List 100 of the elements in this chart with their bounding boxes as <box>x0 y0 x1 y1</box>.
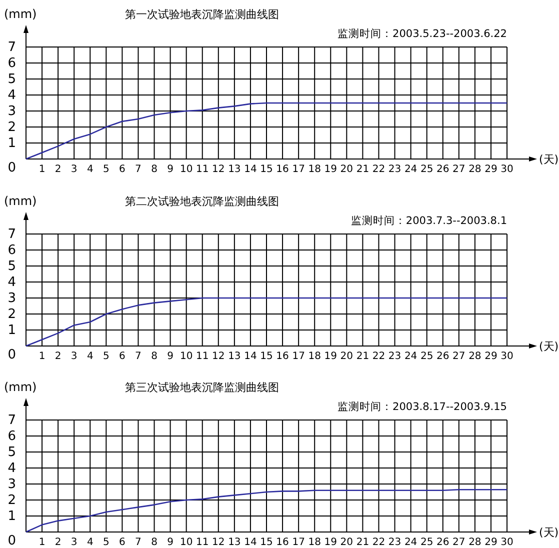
x-tick-label: 10 <box>180 537 193 548</box>
y-tick-label: 7 <box>8 413 16 428</box>
x-tick-label: 17 <box>292 164 305 176</box>
y-tick-label: 1 <box>8 509 16 524</box>
x-tick-label: 4 <box>86 351 94 362</box>
y-tick-label: 0 <box>8 160 16 176</box>
y-tick-label: 3 <box>8 104 16 120</box>
x-tick-label: 23 <box>388 537 402 548</box>
x-tick-label: 21 <box>356 537 370 548</box>
x-tick-label: 25 <box>420 164 434 176</box>
x-tick-label: 21 <box>356 164 370 176</box>
y-tick-label: 1 <box>8 136 16 152</box>
y-tick-label: 4 <box>8 88 16 104</box>
x-tick-label: 24 <box>404 164 418 176</box>
x-tick-label: 22 <box>372 164 386 176</box>
x-tick-label: 14 <box>244 351 257 362</box>
x-tick-label: 19 <box>324 537 337 548</box>
x-tick-label: 7 <box>135 164 142 176</box>
x-tick-label: 5 <box>102 164 110 176</box>
x-tick-label: 11 <box>196 351 209 362</box>
x-tick-label: 17 <box>292 537 305 548</box>
x-tick-label: 28 <box>468 351 482 362</box>
y-tick-label: 0 <box>8 347 16 362</box>
y-tick-label: 6 <box>8 243 16 258</box>
x-tick-label: 15 <box>260 351 273 362</box>
x-tick-label: 3 <box>70 537 78 548</box>
x-tick-label: 22 <box>372 351 386 362</box>
x-tick-label: 9 <box>167 537 174 548</box>
y-tick-label: 5 <box>8 259 16 274</box>
y-tick-label: 2 <box>8 493 16 508</box>
x-tick-label: 8 <box>151 164 158 176</box>
x-tick-label: 25 <box>420 351 434 362</box>
x-tick-label: 1 <box>38 537 46 548</box>
x-tick-label: 5 <box>102 351 110 362</box>
x-tick-label: 18 <box>308 164 321 176</box>
y-tick-label: 4 <box>8 461 16 476</box>
x-tick-label: 24 <box>404 351 418 362</box>
x-tick-label: 20 <box>340 537 354 548</box>
y-tick-label: 5 <box>8 445 16 460</box>
x-tick-label: 13 <box>228 537 241 548</box>
x-tick-label: 12 <box>212 537 225 548</box>
y-tick-label: 3 <box>8 291 16 306</box>
x-tick-label: 13 <box>228 351 241 362</box>
x-tick-label: 26 <box>436 164 450 176</box>
chart-subtitle: 监测时间：2003.8.17--2003.9.15 <box>338 400 507 413</box>
x-tick-label: 21 <box>356 351 370 362</box>
chart-title: 第一次试验地表沉降监测曲线图 <box>125 8 279 21</box>
x-tick-label: 5 <box>102 537 110 548</box>
x-tick-label: 29 <box>484 164 498 176</box>
x-tick-label: 23 <box>388 164 402 176</box>
x-tick-label: 8 <box>151 351 158 362</box>
x-tick-label: 30 <box>500 351 514 362</box>
x-tick-label: 26 <box>436 537 450 548</box>
y-tick-label: 2 <box>8 120 16 136</box>
x-tick-label: 11 <box>196 164 209 176</box>
x-tick-label: 30 <box>500 164 514 176</box>
y-tick-label: 2 <box>8 307 16 322</box>
x-tick-label: 9 <box>167 351 174 362</box>
x-tick-label: 20 <box>340 351 354 362</box>
x-tick-label: 28 <box>468 164 482 176</box>
x-tick-label: 16 <box>276 164 289 176</box>
y-tick-label: 0 <box>8 533 16 548</box>
x-tick-label: 28 <box>468 537 482 548</box>
y-tick-label: 3 <box>8 477 16 492</box>
x-tick-label: 18 <box>308 537 321 548</box>
line-series <box>25 102 508 160</box>
x-tick-label: 14 <box>244 164 257 176</box>
x-tick-label: 7 <box>135 537 142 548</box>
y-axis-title: (mm) <box>4 380 37 394</box>
x-tick-label: 14 <box>244 537 257 548</box>
x-tick-label: 19 <box>324 164 337 176</box>
x-tick-label: 3 <box>70 351 78 362</box>
x-axis-title: (天) <box>539 153 559 166</box>
x-tick-label: 17 <box>292 351 305 362</box>
chart-subtitle: 监测时间：2003.5.23--2003.6.22 <box>338 27 507 40</box>
y-axis-title: (mm) <box>4 194 37 208</box>
x-tick-label: 12 <box>212 351 225 362</box>
x-tick-label: 15 <box>260 164 273 176</box>
x-tick-label: 3 <box>70 164 78 176</box>
x-tick-label: 29 <box>484 351 498 362</box>
y-tick-label: 1 <box>8 323 16 338</box>
x-tick-label: 22 <box>372 537 386 548</box>
x-tick-label: 18 <box>308 351 321 362</box>
x-tick-label: 13 <box>228 164 241 176</box>
x-tick-label: 27 <box>452 164 466 176</box>
x-tick-label: 20 <box>340 164 354 176</box>
x-tick-label: 2 <box>54 537 62 548</box>
y-tick-label: 7 <box>8 40 16 56</box>
x-tick-label: 4 <box>86 164 94 176</box>
x-axis-title: (天) <box>539 526 559 539</box>
x-tick-label: 4 <box>86 537 94 548</box>
line-series <box>25 297 508 347</box>
x-tick-label: 2 <box>54 351 62 362</box>
line-series <box>25 488 508 533</box>
x-tick-label: 6 <box>119 351 126 362</box>
x-tick-label: 7 <box>135 351 142 362</box>
x-tick-label: 16 <box>276 537 289 548</box>
x-tick-label: 29 <box>484 537 498 548</box>
y-tick-label: 5 <box>8 72 16 88</box>
y-tick-label: 7 <box>8 227 16 242</box>
